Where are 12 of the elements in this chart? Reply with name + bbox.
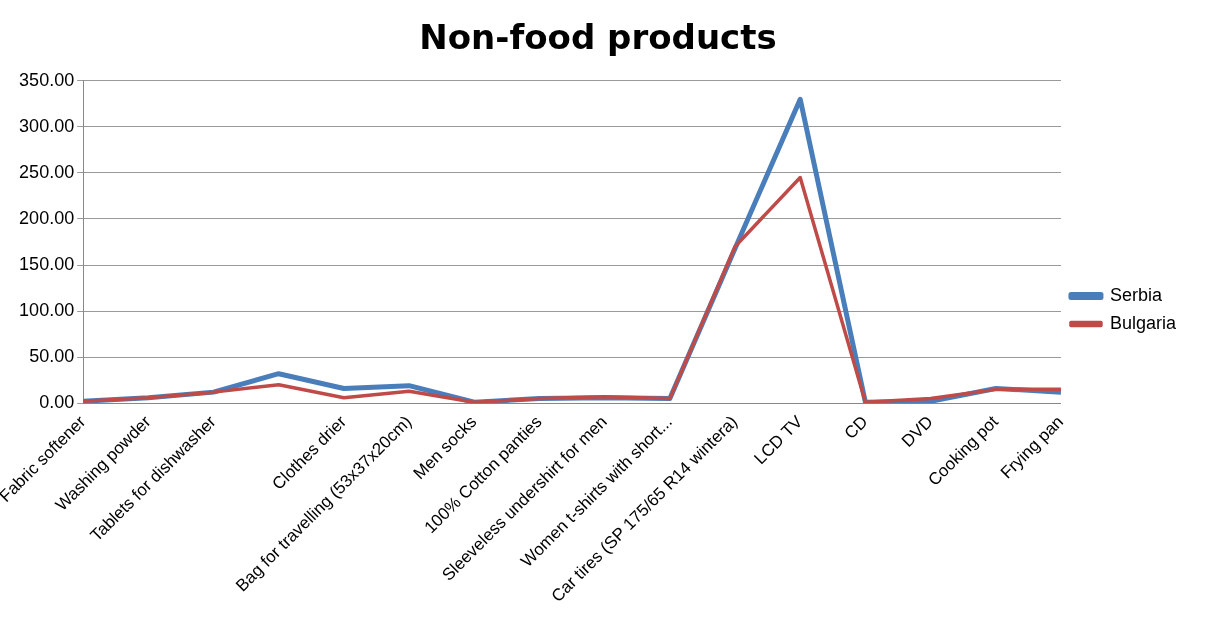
x-tick-label: CD	[840, 412, 872, 443]
y-tick-label: 350.00	[19, 69, 75, 90]
y-tick-label: 200.00	[19, 207, 75, 228]
chart-title: Non-food products	[419, 17, 777, 58]
legend-label: Bulgaria	[1109, 312, 1177, 333]
y-tick-label: 0.00	[39, 392, 75, 413]
y-tick-label: 250.00	[19, 161, 75, 182]
y-tick-label: 50.00	[29, 346, 75, 367]
y-tick-label: 150.00	[19, 253, 75, 274]
y-tick-label: 300.00	[19, 115, 75, 136]
legend-label: Serbia	[1109, 284, 1163, 305]
y-tick-label: 100.00	[19, 300, 75, 321]
